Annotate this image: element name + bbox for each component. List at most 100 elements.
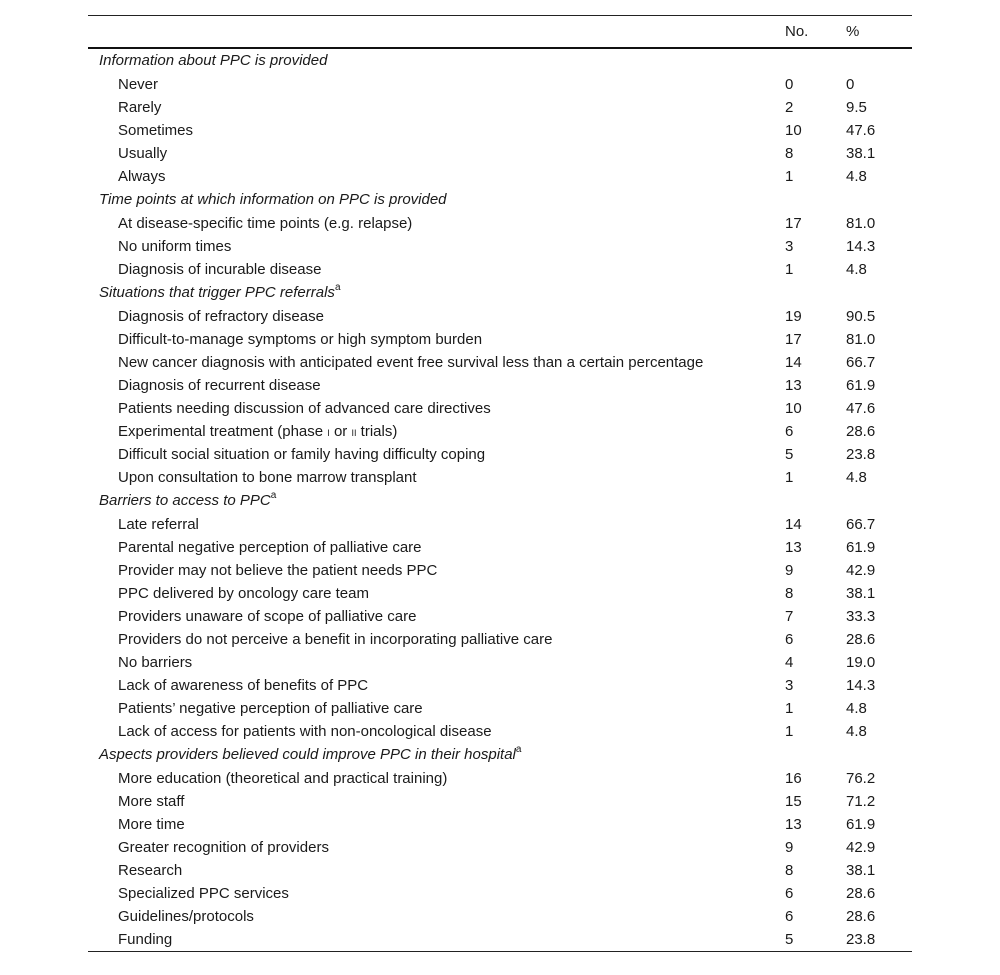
percent-value: 14.3	[846, 238, 876, 255]
percent-value: 38.1	[846, 862, 876, 879]
row-label: Always	[118, 168, 166, 185]
table-row: Greater recognition of providers 9 42.9	[88, 836, 912, 859]
table-row: Specialized PPC services 6 28.6	[88, 882, 912, 905]
count-value: 3	[785, 677, 794, 694]
section-title: Time points at which information on PPC …	[99, 191, 447, 208]
percent-value: 81.0	[846, 215, 876, 232]
percent-value: 23.8	[846, 931, 876, 948]
label-part: Experimental treatment (phase	[118, 423, 328, 440]
row-label: Diagnosis of incurable disease	[118, 261, 322, 278]
table-row: PPC delivered by oncology care team 8 38.1	[88, 582, 912, 605]
table-row: Upon consultation to bone marrow transpl…	[88, 466, 912, 489]
table-row: Difficult-to-manage symptoms or high sym…	[88, 328, 912, 351]
table-row: Usually 8 38.1	[88, 142, 912, 165]
count-value: 6	[785, 423, 794, 440]
percent-value: 61.9	[846, 539, 876, 556]
percent-value: 4.8	[846, 469, 867, 486]
percent-value: 81.0	[846, 331, 876, 348]
row-label: Patients’ negative perception of palliat…	[118, 700, 423, 717]
row-label: Upon consultation to bone marrow transpl…	[118, 469, 417, 486]
percent-value: 0	[846, 76, 855, 93]
table-row: Provider may not believe the patient nee…	[88, 559, 912, 582]
table-row: Parental negative perception of palliati…	[88, 536, 912, 559]
label-part: or	[329, 423, 352, 440]
count-value: 9	[785, 839, 794, 856]
row-label: Providers do not perceive a benefit in i…	[118, 631, 553, 648]
count-value: 4	[785, 654, 794, 671]
label-part: II	[351, 428, 357, 438]
count-value: 9	[785, 562, 794, 579]
table-row: Difficult social situation or family hav…	[88, 443, 912, 466]
percent-value: 4.8	[846, 723, 867, 740]
count-value: 7	[785, 608, 794, 625]
count-value: 14	[785, 354, 802, 371]
footnote-marker: a	[515, 744, 522, 755]
row-label: Provider may not believe the patient nee…	[118, 562, 438, 579]
count-value: 6	[785, 885, 794, 902]
section-heading: Barriers to access to PPCa	[99, 489, 276, 513]
row-label: Specialized PPC services	[118, 885, 289, 902]
percent-value: 76.2	[846, 770, 876, 787]
table-row: Never 0 0	[88, 73, 912, 96]
header-percent: %	[846, 23, 860, 40]
percent-value: 28.6	[846, 908, 876, 925]
table-row: Funding 5 23.8	[88, 928, 912, 951]
count-value: 14	[785, 516, 802, 533]
table-row: Diagnosis of recurrent disease 13 61.9	[88, 374, 912, 397]
section-title: Situations that trigger PPC referrals	[99, 284, 335, 301]
count-value: 17	[785, 331, 802, 348]
row-label: Research	[118, 862, 183, 879]
percent-value: 28.6	[846, 423, 876, 440]
count-value: 15	[785, 793, 802, 810]
row-label: Lack of access for patients with non-onc…	[118, 723, 492, 740]
count-value: 17	[785, 215, 802, 232]
percent-value: 42.9	[846, 839, 876, 856]
count-value: 1	[785, 168, 794, 185]
percent-value: 38.1	[846, 145, 876, 162]
row-label: Usually	[118, 145, 168, 162]
percent-value: 66.7	[846, 354, 876, 371]
row-label: Never	[118, 76, 159, 93]
row-label: More staff	[118, 793, 185, 810]
row-label: No barriers	[118, 654, 193, 671]
row-label: At disease-specific time points (e.g. re…	[118, 215, 413, 232]
row-label: New cancer diagnosis with anticipated ev…	[118, 354, 704, 371]
count-value: 13	[785, 377, 802, 394]
table-row: Lack of access for patients with non-onc…	[88, 720, 912, 743]
percent-value: 19.0	[846, 654, 876, 671]
row-label: Guidelines/protocols	[118, 908, 254, 925]
count-value: 10	[785, 122, 802, 139]
count-value: 8	[785, 585, 794, 602]
table-row: Late referral 14 66.7	[88, 513, 912, 536]
section-heading: Situations that trigger PPC referralsa	[99, 281, 341, 305]
table-row: Research 8 38.1	[88, 859, 912, 882]
row-label: Funding	[118, 931, 173, 948]
table-row: Providers unaware of scope of palliative…	[88, 605, 912, 628]
row-label: No uniform times	[118, 238, 232, 255]
row-label: Late referral	[118, 516, 199, 533]
count-value: 8	[785, 145, 794, 162]
table-row: No uniform times 3 14.3	[88, 235, 912, 258]
count-value: 3	[785, 238, 794, 255]
section-heading-row: Barriers to access to PPCa	[88, 489, 912, 513]
count-value: 1	[785, 700, 794, 717]
section-title: Barriers to access to PPC	[99, 492, 271, 509]
count-value: 16	[785, 770, 802, 787]
table-row: Guidelines/protocols 6 28.6	[88, 905, 912, 928]
section-heading: Aspects providers believed could improve…	[99, 743, 521, 767]
table-row: At disease-specific time points (e.g. re…	[88, 212, 912, 235]
table-row: Diagnosis of refractory disease 19 90.5	[88, 305, 912, 328]
percent-value: 14.3	[846, 677, 876, 694]
table-row: Patients’ negative perception of palliat…	[88, 697, 912, 720]
table-row: New cancer diagnosis with anticipated ev…	[88, 351, 912, 374]
count-value: 6	[785, 908, 794, 925]
row-label: Sometimes	[118, 122, 194, 139]
footnote-marker: a	[270, 490, 277, 501]
table-row: No barriers 4 19.0	[88, 651, 912, 674]
table-row: More staff 15 71.2	[88, 790, 912, 813]
row-label: More time	[118, 816, 185, 833]
header-no: No.	[785, 23, 809, 40]
count-value: 1	[785, 469, 794, 486]
section-heading: Time points at which information on PPC …	[99, 188, 447, 212]
percent-value: 4.8	[846, 261, 867, 278]
